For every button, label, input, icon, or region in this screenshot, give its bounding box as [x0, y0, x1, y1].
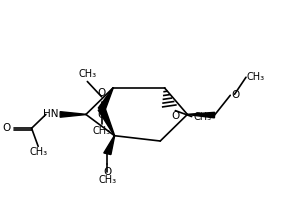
Text: CH₃: CH₃	[78, 69, 96, 79]
Text: O: O	[97, 89, 106, 98]
Text: CH₃: CH₃	[193, 111, 211, 122]
Text: CH₃: CH₃	[247, 72, 265, 82]
Polygon shape	[98, 108, 115, 136]
Text: O: O	[97, 110, 106, 120]
Polygon shape	[187, 112, 215, 118]
Text: CH₃: CH₃	[29, 147, 47, 157]
Polygon shape	[98, 88, 113, 110]
Text: HN: HN	[43, 109, 59, 119]
Text: O: O	[2, 123, 10, 133]
Text: O: O	[103, 166, 111, 177]
Text: CH₃: CH₃	[93, 126, 111, 136]
Text: CH₃: CH₃	[98, 175, 116, 185]
Polygon shape	[104, 136, 115, 155]
Text: O: O	[172, 111, 180, 121]
Polygon shape	[60, 112, 86, 117]
Text: O: O	[231, 90, 239, 100]
